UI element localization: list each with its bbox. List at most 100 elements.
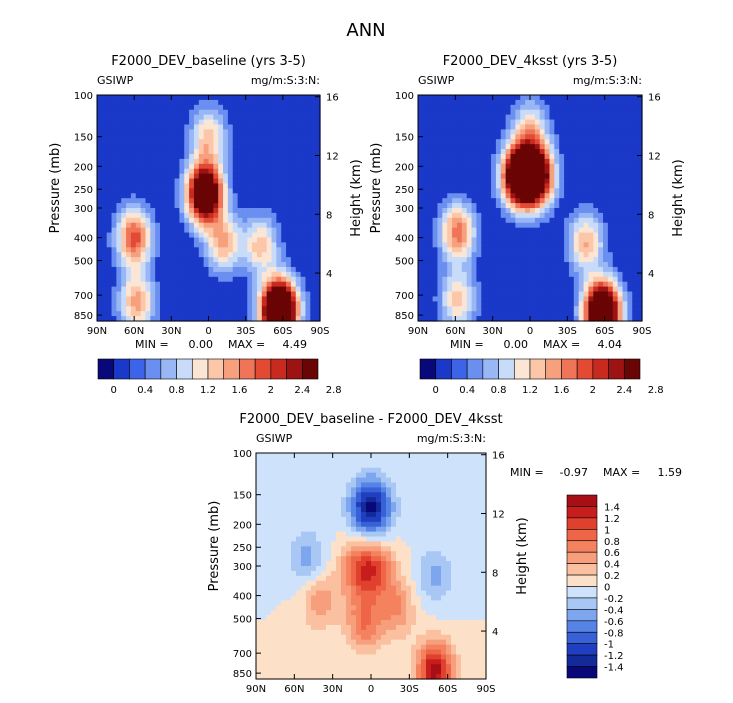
field-cell	[247, 291, 253, 298]
field-cell	[598, 217, 604, 224]
field-cell	[169, 252, 176, 258]
field-cell	[603, 114, 609, 121]
field-cell	[427, 252, 434, 258]
field-cell	[447, 301, 453, 307]
field-cell	[486, 252, 492, 258]
field-cell	[530, 144, 536, 150]
field-cell	[271, 580, 277, 587]
field-cell	[316, 649, 322, 656]
field-cell	[305, 193, 311, 199]
field-cell	[603, 316, 609, 322]
field-cell	[476, 301, 482, 307]
field-cell	[155, 286, 161, 293]
field-cell	[296, 674, 302, 680]
field-cell	[218, 306, 224, 312]
field-cell	[432, 173, 439, 180]
field-cell	[315, 276, 321, 283]
field-cell	[442, 252, 448, 258]
field-cell	[174, 144, 181, 150]
colorbar-swatch	[529, 358, 547, 380]
field-cell	[203, 183, 210, 189]
field-cell	[539, 149, 546, 155]
field-cell	[301, 590, 307, 597]
field-cell	[305, 173, 311, 180]
field-cell	[607, 247, 614, 253]
field-cell	[174, 163, 181, 170]
field-cell	[442, 109, 448, 116]
field-cell	[612, 144, 619, 150]
field-cell	[442, 168, 448, 175]
field-cell	[106, 193, 113, 199]
field-cell	[466, 183, 473, 189]
field-cell	[588, 99, 594, 106]
field-cell	[466, 104, 473, 111]
field-cell	[598, 237, 604, 243]
field-cell	[256, 119, 263, 126]
field-cell	[247, 316, 253, 322]
field-cell	[305, 149, 311, 155]
field-cell	[296, 615, 302, 621]
field-cell	[564, 306, 570, 312]
field-cell	[193, 271, 200, 278]
field-cell	[252, 276, 258, 283]
field-cell	[311, 487, 317, 493]
field-cell	[622, 276, 628, 283]
field-cell	[160, 104, 166, 111]
field-cell	[208, 173, 214, 180]
field-cell	[237, 114, 244, 121]
field-cell	[627, 178, 633, 185]
field-cell	[101, 311, 108, 317]
field-cell	[495, 134, 502, 140]
field-cell	[164, 247, 171, 253]
field-cell	[534, 95, 541, 101]
field-cell	[301, 570, 307, 577]
field-cell	[544, 296, 551, 302]
field-cell	[301, 497, 307, 503]
field-cell	[145, 252, 151, 258]
colorbar-swatch	[144, 358, 162, 380]
field-cell	[140, 212, 147, 219]
field-cell	[271, 615, 277, 621]
field-cell	[116, 232, 122, 239]
field-cell	[316, 511, 322, 518]
field-cell	[481, 242, 487, 248]
field-cell	[456, 149, 463, 155]
field-cell	[495, 95, 502, 101]
field-cell	[213, 311, 219, 317]
field-cell	[315, 212, 321, 219]
field-cell	[261, 153, 268, 160]
field-cell	[237, 242, 244, 248]
field-cell	[223, 193, 229, 199]
field-cell	[315, 311, 321, 317]
field-cell	[578, 158, 585, 165]
field-cell	[583, 178, 590, 185]
field-cell	[135, 311, 142, 317]
field-cell	[256, 561, 262, 567]
field-cell	[306, 497, 312, 503]
field-cell	[500, 291, 507, 298]
field-cell	[242, 144, 248, 150]
field-cell	[208, 149, 214, 155]
field-cell	[612, 301, 619, 307]
field-cell	[160, 153, 166, 160]
field-cell	[101, 163, 108, 170]
field-cell	[193, 301, 200, 307]
field-cell	[126, 296, 132, 302]
field-cell	[97, 232, 103, 239]
field-cell	[281, 227, 287, 234]
field-cell	[534, 149, 541, 155]
field-cell	[213, 168, 219, 175]
field-cell	[213, 119, 219, 126]
field-cell	[271, 467, 277, 474]
field-cell	[564, 183, 570, 189]
panel-title: F2000_DEV_4ksst (yrs 3-5)	[443, 54, 618, 69]
field-cell	[203, 217, 210, 224]
field-cell	[116, 178, 122, 185]
field-cell	[140, 316, 147, 322]
field-cell	[525, 203, 531, 209]
field-cell	[617, 188, 624, 194]
field-cell	[295, 95, 302, 101]
field-cell	[145, 203, 151, 209]
field-cell	[525, 242, 531, 248]
field-cell	[111, 286, 117, 293]
